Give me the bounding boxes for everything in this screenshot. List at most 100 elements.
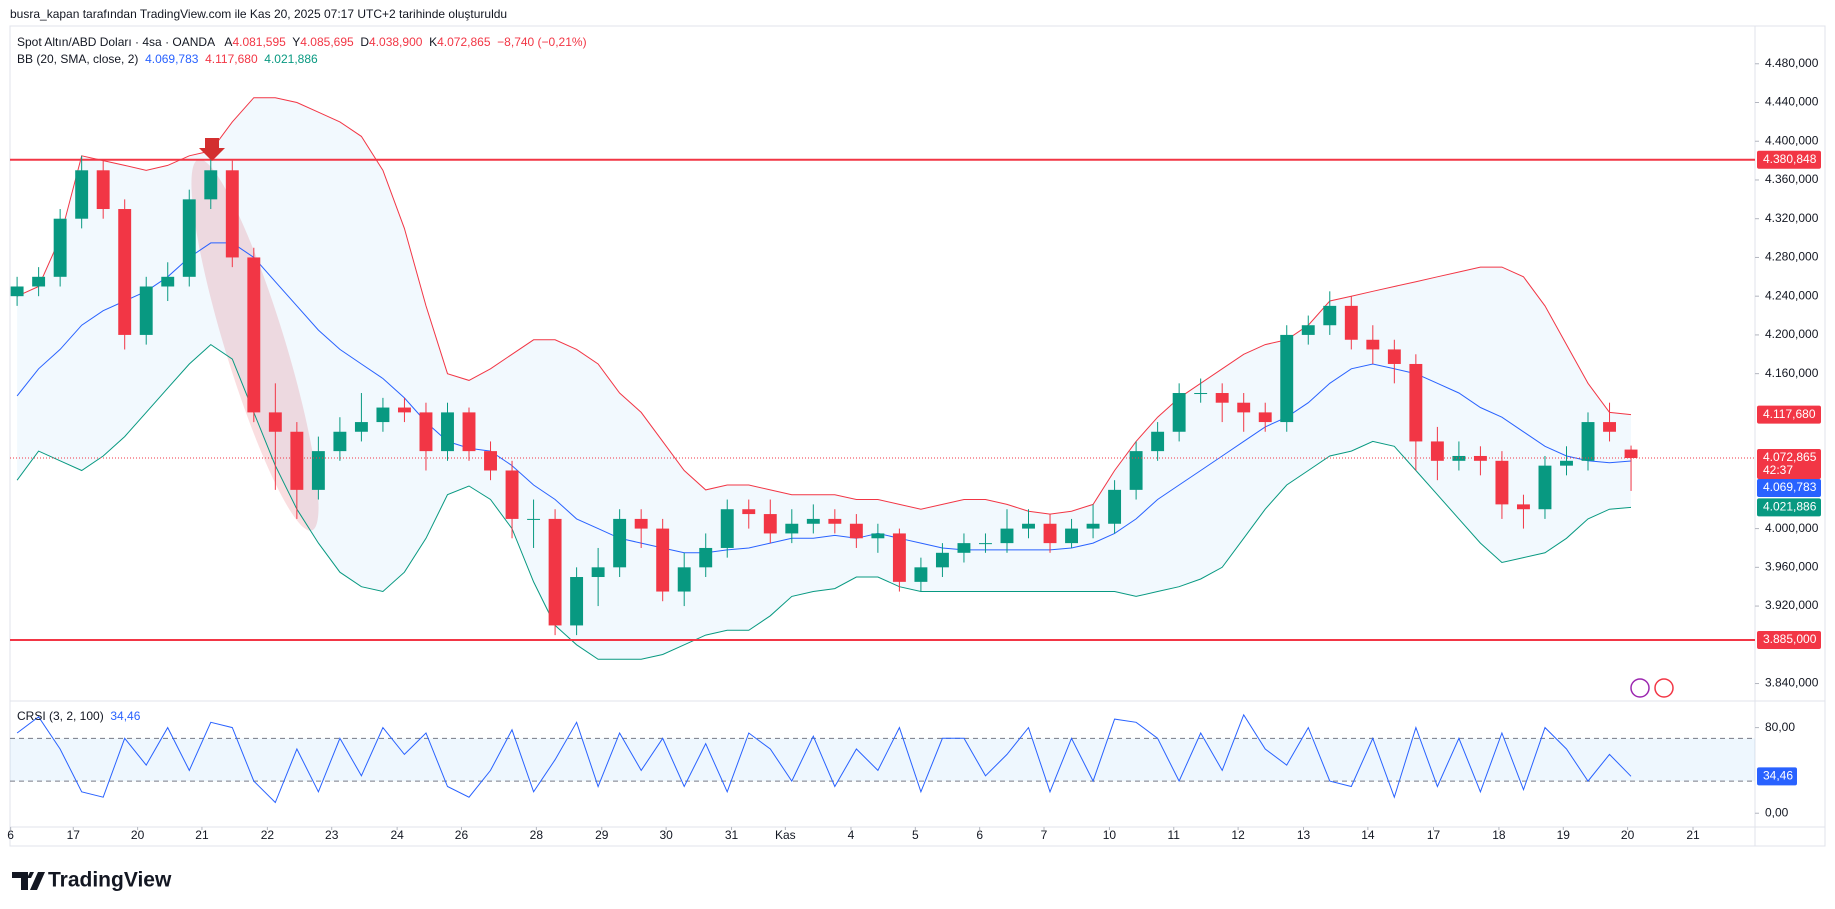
down-arrow xyxy=(199,138,225,161)
attribution: busra_kapan tarafından TradingView.com i… xyxy=(10,7,508,21)
y-tick-label: 3.920,000 xyxy=(1765,598,1819,612)
x-tick-label: 22 xyxy=(261,828,275,842)
price-label: 4.117,680 xyxy=(1763,407,1816,421)
candle-body xyxy=(677,567,691,592)
ohlc-key: D xyxy=(360,35,370,49)
candle-body xyxy=(806,518,820,524)
candle-body xyxy=(699,547,713,568)
candle-body xyxy=(1366,339,1380,350)
candle-body xyxy=(1108,489,1122,524)
y-tick-label: 4.320,000 xyxy=(1765,211,1819,225)
candle-body xyxy=(1495,460,1509,505)
crsi-pane xyxy=(10,713,1755,804)
bollinger-middle xyxy=(16,242,1632,554)
candle-body xyxy=(505,470,519,519)
candle-body xyxy=(1280,334,1294,423)
candle-body xyxy=(1129,451,1143,490)
x-tick-label: 24 xyxy=(390,828,404,842)
logo: TradingView xyxy=(12,869,172,892)
y-tick-label: 4.480,000 xyxy=(1765,56,1819,70)
x-tick-label: 21 xyxy=(1686,828,1700,842)
price-label: 4.069,783 xyxy=(1763,480,1817,494)
indicator-value: 4.069,783 xyxy=(145,52,199,66)
candle-body xyxy=(1430,441,1444,461)
x-tick-label: 12 xyxy=(1231,828,1245,842)
price-pane xyxy=(10,97,1755,660)
event-icon xyxy=(1630,678,1650,698)
candle-body xyxy=(75,170,89,219)
x-tick-label: 6 xyxy=(976,828,983,842)
candle-body xyxy=(1000,528,1014,544)
price-label: 4.072,865 xyxy=(1763,450,1817,464)
y-tick-label: 4.440,000 xyxy=(1765,95,1819,109)
ohlc-key: Y xyxy=(292,35,301,49)
frame xyxy=(9,25,1826,847)
candle-body xyxy=(53,218,67,277)
x-tick-label: 30 xyxy=(659,828,673,842)
x-tick-label: 26 xyxy=(455,828,469,842)
price-label: 4.380,848 xyxy=(1763,152,1817,166)
candle-body xyxy=(1387,349,1401,364)
candle-body xyxy=(161,276,175,287)
band-fill xyxy=(17,97,1632,660)
ohlc-key: K xyxy=(429,35,438,49)
candle-body xyxy=(1344,305,1358,340)
x-tick-label: 5 xyxy=(912,828,919,842)
candle-body xyxy=(1516,504,1530,510)
y-tick-label: 4.240,000 xyxy=(1765,288,1819,302)
candle-body xyxy=(354,422,368,432)
price-label-box xyxy=(1757,630,1821,649)
x-tick-label: 11 xyxy=(1168,828,1181,842)
price-label-box xyxy=(1757,479,1821,498)
price-label-box xyxy=(1757,150,1821,169)
candle-body xyxy=(1194,393,1208,395)
candle-body xyxy=(311,451,325,490)
candle-body xyxy=(1043,523,1057,544)
candle-body xyxy=(828,518,842,524)
price-label: 4.021,886 xyxy=(1763,500,1817,514)
candle-body xyxy=(1086,523,1100,529)
candle-body xyxy=(1452,455,1466,461)
ohlc-key: A xyxy=(224,35,233,49)
candle-body xyxy=(763,514,777,534)
candle-body xyxy=(570,577,584,626)
candle-body xyxy=(1151,431,1165,452)
candle-body xyxy=(613,518,627,568)
x-tick-label: 14 xyxy=(1361,828,1375,842)
candle-body xyxy=(1172,393,1186,432)
candle-body xyxy=(1258,412,1272,423)
candle-body xyxy=(935,552,949,568)
crsi-line xyxy=(16,713,1632,804)
bollinger-lower xyxy=(16,343,1632,660)
crsi-label: 34,46 xyxy=(1763,769,1793,783)
y-tick-label: 0,00 xyxy=(1765,805,1789,819)
candle-body xyxy=(1237,402,1251,413)
y-tick-label: 4.400,000 xyxy=(1765,133,1819,147)
x-tick-label: 17 xyxy=(67,828,81,842)
x-tick-label: 18 xyxy=(1492,828,1506,842)
x-tick-label: 23 xyxy=(325,828,339,842)
candle-body xyxy=(1538,465,1552,510)
x-tick-label: 17 xyxy=(1427,828,1441,842)
candle-body xyxy=(914,567,928,582)
candle-body xyxy=(290,431,304,490)
y-tick-label: 4.000,000 xyxy=(1765,521,1819,535)
price-label-box xyxy=(1757,449,1821,480)
candle-body xyxy=(1022,523,1035,529)
crsi-label-box xyxy=(1757,767,1797,786)
candle-body xyxy=(1215,393,1229,403)
candle-body xyxy=(742,509,756,515)
indicator-legend: BB (20, SMA, close, 2) 4.069,783 4.117,6… xyxy=(17,52,318,66)
y-tick-label: 3.840,000 xyxy=(1765,676,1819,690)
y-tick-label: 4.200,000 xyxy=(1765,327,1819,341)
candle-body xyxy=(182,199,196,277)
candle-body xyxy=(892,533,906,582)
indicator-value: 4.021,886 xyxy=(264,52,318,66)
x-tick-label: 13 xyxy=(1297,828,1311,842)
ohlc-value: 4.085,695 xyxy=(300,35,354,49)
candle-body xyxy=(1409,363,1423,442)
x-tick-label: 19 xyxy=(1557,828,1571,842)
logo-text: TradingView xyxy=(48,869,172,892)
candle-body xyxy=(1624,449,1638,459)
